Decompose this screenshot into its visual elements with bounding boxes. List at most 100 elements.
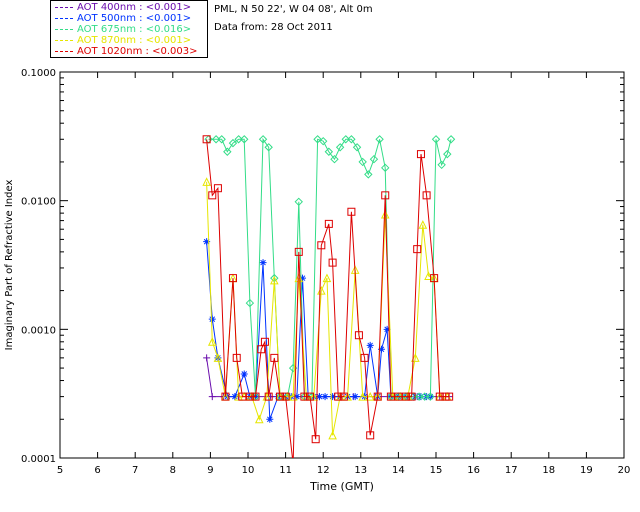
- data-point: [443, 149, 452, 159]
- site-info: PML, N 50 22', W 04 08', Alt 0m: [214, 4, 373, 15]
- legend-label-870nm: AOT 870nm : <0.001>: [77, 35, 192, 46]
- data-point: [324, 219, 333, 228]
- legend-item-500nm: AOT 500nm : <0.001>: [55, 13, 191, 24]
- legend-swatch-400nm: [55, 6, 73, 8]
- data-point: [414, 392, 424, 401]
- legend-label-1020nm: AOT 1020nm : <0.003>: [77, 46, 198, 57]
- data-point: [260, 337, 269, 346]
- data-point: [322, 273, 332, 283]
- legend-swatch-500nm: [55, 17, 73, 19]
- data-point: [203, 354, 211, 362]
- data-point: [208, 393, 216, 401]
- data-point: [377, 345, 385, 353]
- x-tick-label: 7: [132, 465, 138, 476]
- data-point: [352, 143, 362, 152]
- data-point: [394, 392, 403, 401]
- data-point: [334, 392, 343, 401]
- data-point: [364, 170, 373, 179]
- data-point: [293, 393, 301, 401]
- data-point: [208, 191, 217, 200]
- data-point: [223, 147, 232, 156]
- data-point: [426, 392, 435, 401]
- data-point: [266, 415, 274, 423]
- data-point: [240, 370, 248, 378]
- legend-swatch-675nm: [55, 28, 73, 30]
- data-point: [234, 135, 243, 144]
- data-point: [347, 135, 356, 144]
- data-point: [231, 393, 239, 401]
- legend-item-1020nm: AOT 1020nm : <0.003>: [55, 46, 197, 57]
- data-point: [328, 430, 337, 440]
- x-tick-label: 14: [392, 465, 405, 476]
- data-point: [341, 135, 350, 144]
- data-point: [208, 315, 216, 323]
- data-point: [207, 337, 217, 346]
- y-tick-label: 0.1000: [21, 68, 56, 79]
- x-axis-label: Time (GMT): [309, 480, 374, 493]
- data-point: [240, 135, 249, 144]
- data-point: [386, 392, 395, 401]
- data-point: [413, 245, 422, 254]
- x-tick-label: 11: [279, 465, 292, 476]
- data-point: [347, 207, 356, 216]
- data-point: [329, 393, 337, 401]
- data-point: [330, 155, 339, 164]
- data-point: [445, 392, 454, 401]
- legend-swatch-1020nm: [55, 50, 73, 52]
- x-tick-label: 19: [580, 465, 593, 476]
- data-point: [232, 353, 241, 362]
- data-point: [275, 392, 284, 401]
- series-4: [202, 135, 454, 458]
- x-tick-label: 10: [242, 465, 255, 476]
- data-point: [213, 353, 223, 362]
- data-point: [375, 135, 384, 144]
- data-point: [251, 392, 260, 401]
- legend-label-675nm: AOT 675nm : <0.016>: [77, 24, 192, 35]
- data-point: [420, 392, 429, 401]
- data-point: [217, 135, 226, 144]
- x-tick-label: 18: [542, 465, 555, 476]
- data-point: [254, 414, 264, 424]
- y-tick-label: 0.0010: [21, 325, 56, 336]
- data-point: [264, 392, 273, 401]
- data-point: [381, 163, 390, 173]
- data-point: [422, 191, 431, 200]
- data-point: [306, 392, 315, 401]
- data-point: [294, 273, 304, 283]
- x-tick-label: 15: [430, 465, 443, 476]
- data-point: [315, 393, 323, 401]
- data-point: [270, 275, 279, 285]
- data-point: [383, 325, 391, 333]
- data-point: [366, 341, 374, 349]
- data-point: [228, 274, 237, 283]
- legend-item-870nm: AOT 870nm : <0.001>: [55, 35, 191, 46]
- data-point: [369, 155, 379, 164]
- data-point: [358, 391, 367, 401]
- data-point: [446, 135, 456, 144]
- data-point: [318, 136, 328, 146]
- data-point: [270, 353, 279, 362]
- data-point: [339, 392, 348, 401]
- y-tick-label: 0.0001: [21, 454, 56, 465]
- data-point: [245, 298, 255, 308]
- y-axis-label: Imaginary Part of Refractive Index: [4, 180, 15, 351]
- x-tick-label: 13: [354, 465, 367, 476]
- data-point: [259, 259, 267, 267]
- data-point: [351, 393, 359, 401]
- data-point: [407, 392, 416, 401]
- data-point: [435, 392, 444, 401]
- data-point: [401, 392, 410, 401]
- data-point: [202, 177, 211, 186]
- data-point: [294, 247, 303, 256]
- data-point: [418, 220, 428, 229]
- series-2: [204, 135, 456, 401]
- x-tick-label: 6: [94, 465, 100, 476]
- data-point: [203, 238, 211, 246]
- y-tick-label: 0.0100: [21, 197, 56, 208]
- data-point: [324, 147, 334, 156]
- data-point: [311, 435, 320, 444]
- date-info: Data from: 28 Oct 2011: [214, 22, 333, 33]
- data-point: [202, 135, 211, 144]
- data-point: [294, 197, 303, 207]
